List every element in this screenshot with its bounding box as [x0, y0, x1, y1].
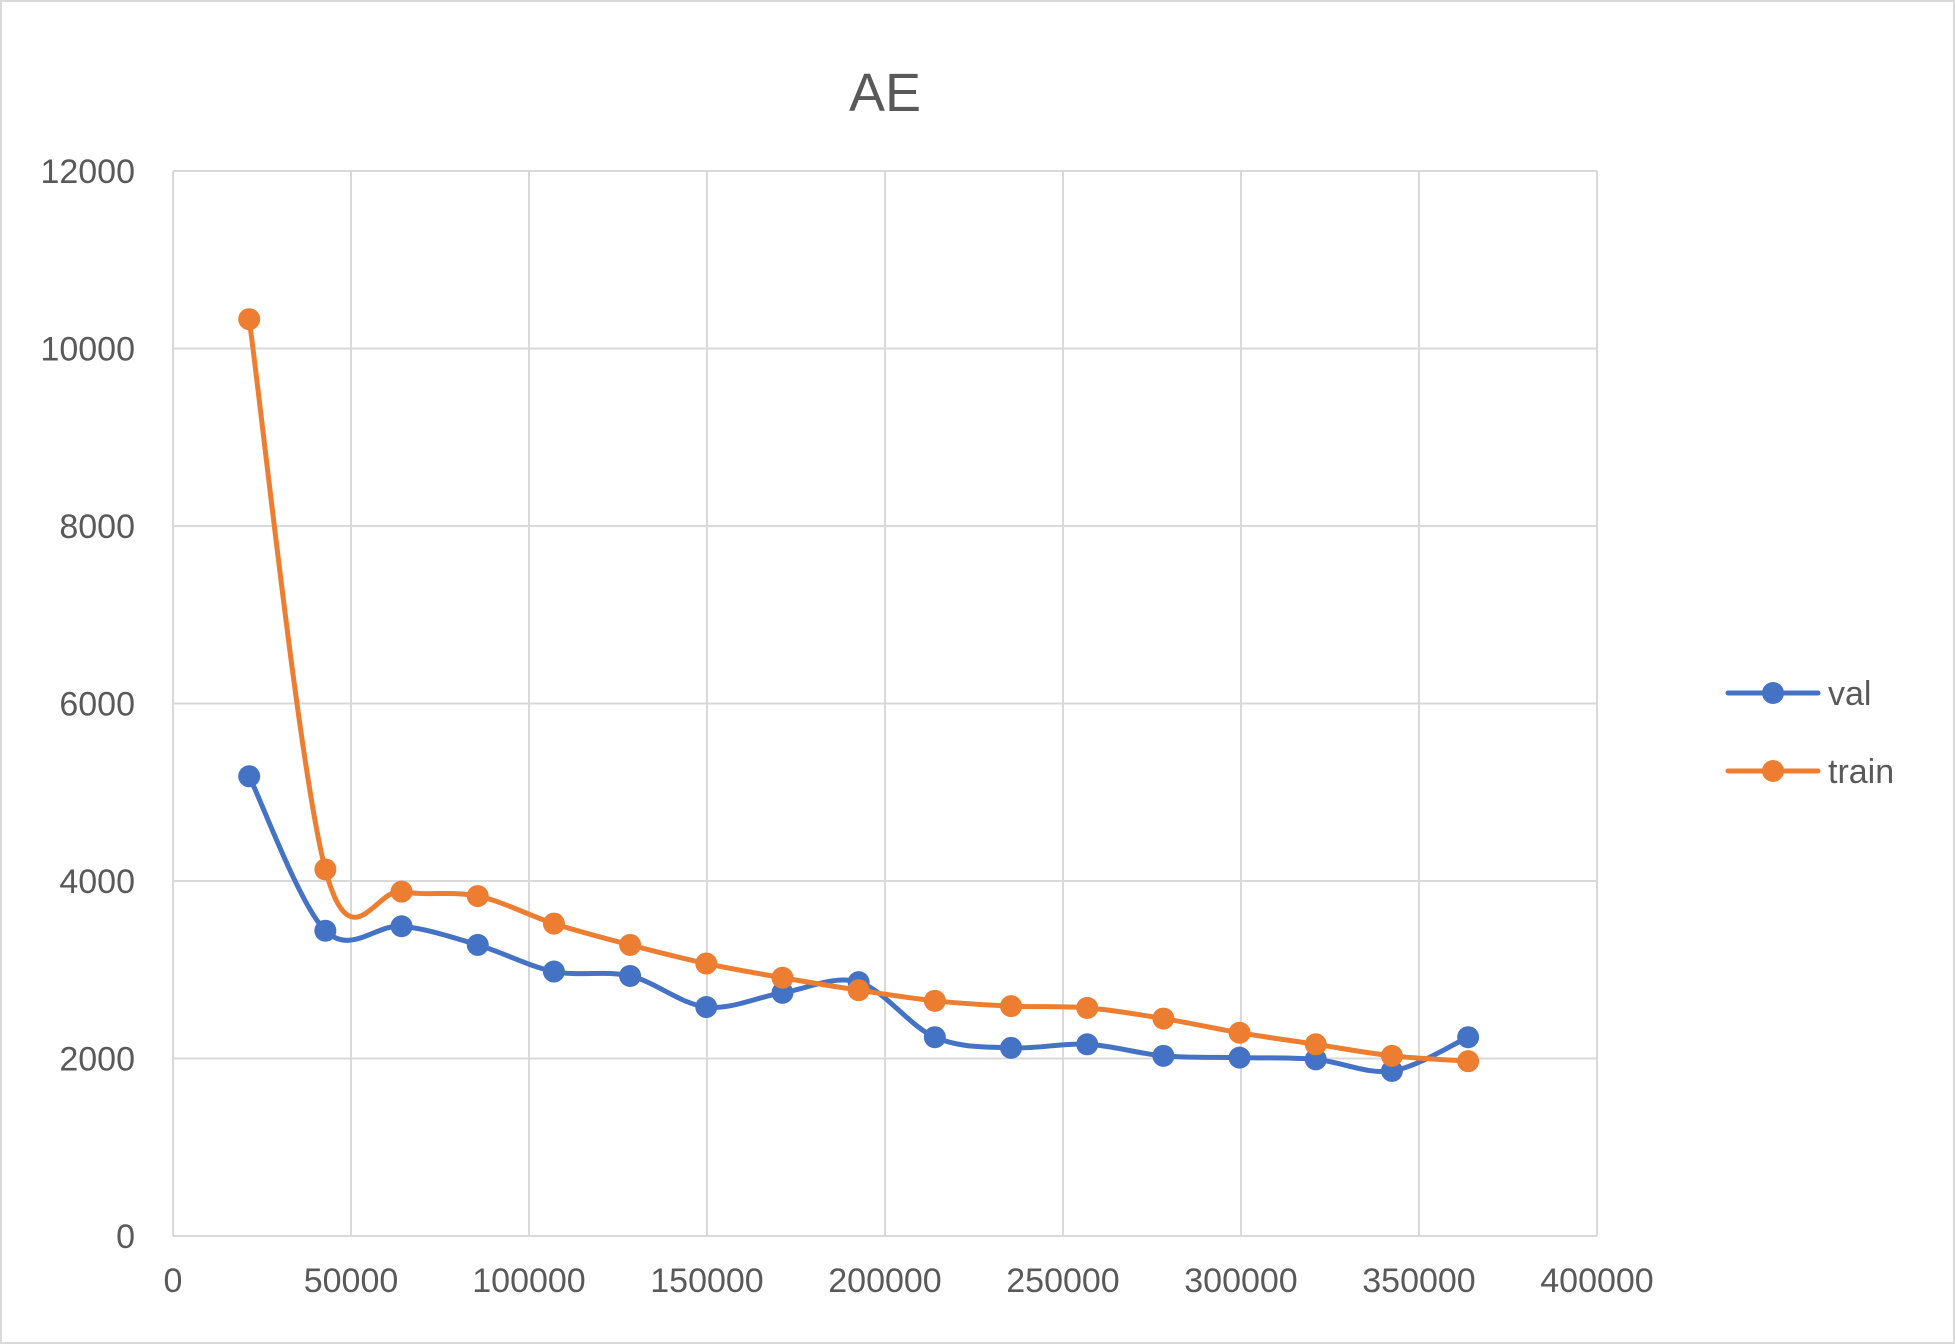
data-point-val	[1000, 1036, 1023, 1059]
data-point-train	[695, 952, 718, 975]
data-point-val	[390, 915, 413, 938]
series-train	[238, 308, 1480, 1073]
data-point-train	[390, 880, 413, 903]
data-point-train	[1457, 1050, 1480, 1073]
y-tick-label: 10000	[40, 331, 135, 369]
x-tick-label: 0	[164, 1262, 183, 1300]
x-tick-label: 300000	[1184, 1262, 1297, 1300]
data-point-train	[923, 989, 946, 1012]
x-tick-label: 100000	[472, 1262, 585, 1300]
data-point-val	[619, 964, 642, 987]
legend: val train	[1725, 675, 1894, 791]
x-tick-label: 250000	[1006, 1262, 1119, 1300]
legend-label-val: val	[1828, 675, 1871, 713]
y-tick-label: 0	[116, 1218, 135, 1256]
axes: 0 2000 4000 6000 8000 10000 12000 0 50000 100000 1…	[40, 153, 1653, 1300]
x-tick-label: 150000	[650, 1262, 763, 1300]
data-point-val	[695, 996, 718, 1019]
data-point-train	[1152, 1007, 1175, 1030]
data-point-train	[542, 912, 565, 935]
data-point-val	[542, 960, 565, 983]
data-point-val	[314, 919, 337, 942]
y-tick-label: 12000	[40, 153, 135, 191]
data-point-train	[1380, 1044, 1403, 1067]
legend-item-train: train	[1725, 753, 1894, 791]
data-point-train	[1304, 1033, 1327, 1056]
y-tick-label: 2000	[59, 1041, 135, 1079]
data-point-val	[1304, 1048, 1327, 1071]
y-tick-label: 8000	[59, 508, 135, 546]
data-point-val	[1076, 1033, 1099, 1056]
legend-label-train: train	[1828, 753, 1894, 791]
data-point-train	[1228, 1021, 1251, 1044]
chart-title: AE	[849, 63, 921, 123]
data-point-train	[238, 308, 261, 331]
data-point-train	[466, 885, 489, 908]
series-layer	[238, 308, 1480, 1082]
x-tick-label: 200000	[828, 1262, 941, 1300]
data-point-train	[1000, 995, 1023, 1018]
gridlines	[173, 170, 1598, 1236]
legend-item-val: val	[1725, 675, 1871, 713]
x-tick-label: 50000	[304, 1262, 399, 1300]
data-point-train	[847, 979, 870, 1002]
data-point-val	[238, 765, 261, 788]
data-point-val	[466, 933, 489, 956]
data-point-val	[1228, 1046, 1251, 1069]
x-tick-label: 400000	[1540, 1262, 1653, 1300]
legend-marker-val	[1762, 682, 1784, 704]
y-tick-label: 4000	[59, 863, 135, 901]
data-point-train	[1076, 996, 1099, 1019]
x-tick-label: 350000	[1362, 1262, 1475, 1300]
data-point-train	[619, 933, 642, 956]
data-point-val	[771, 981, 794, 1004]
legend-marker-train	[1762, 760, 1784, 782]
series-val	[238, 765, 1480, 1082]
series-line-val	[246, 773, 1471, 1075]
data-point-val	[1152, 1044, 1175, 1067]
data-point-val	[1457, 1026, 1480, 1049]
y-tick-label: 6000	[59, 686, 135, 724]
data-point-train	[314, 858, 337, 881]
data-point-val	[923, 1026, 946, 1049]
data-point-train	[771, 966, 794, 989]
data-point-val	[1380, 1059, 1403, 1082]
